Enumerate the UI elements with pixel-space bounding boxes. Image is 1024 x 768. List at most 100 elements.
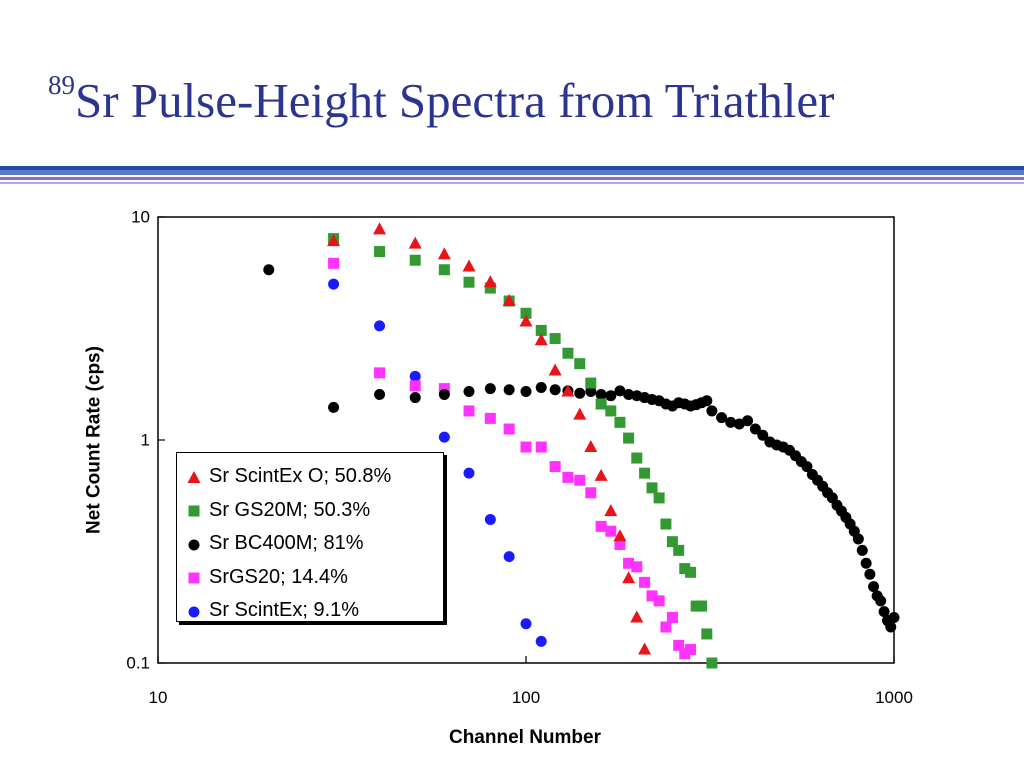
legend-item: SrGS20; 14.4% — [185, 561, 443, 595]
axis-ticks: 0.1 1 10 10 100 1000 — [126, 208, 913, 708]
data-point — [483, 275, 497, 288]
data-point — [595, 388, 607, 400]
data-point — [484, 282, 496, 294]
data-point — [594, 468, 608, 481]
data-point — [438, 264, 450, 276]
data-point — [584, 440, 598, 453]
data-point — [438, 431, 450, 443]
data-point — [374, 246, 386, 258]
data-point — [548, 363, 562, 376]
legend-item: Sr GS20M; 50.3% — [185, 494, 443, 528]
data-point — [742, 415, 754, 427]
legend-marker-shape — [188, 606, 200, 618]
data-point — [520, 386, 532, 398]
data-point — [519, 314, 533, 327]
data-point — [614, 385, 626, 397]
title-superscript: 89 — [48, 70, 75, 100]
data-point — [462, 259, 476, 272]
data-point — [638, 642, 652, 655]
data-point — [623, 388, 635, 400]
data-point — [463, 386, 475, 398]
data-point — [646, 590, 658, 602]
data-point — [327, 234, 341, 247]
data-point — [864, 568, 876, 580]
data-point — [852, 533, 864, 545]
data-point — [614, 416, 626, 428]
legend-marker-shape — [187, 470, 201, 483]
data-point — [696, 600, 708, 612]
data-point — [409, 370, 421, 382]
series-3 — [328, 257, 697, 660]
data-point — [463, 405, 475, 417]
data-point — [503, 423, 515, 435]
data-point — [409, 392, 421, 404]
x-axis-label: Channel Number — [449, 727, 602, 748]
data-point — [706, 405, 718, 417]
data-point — [520, 441, 532, 453]
title-rule-1 — [0, 166, 1024, 170]
data-point — [646, 482, 658, 494]
data-point — [706, 657, 718, 669]
data-point — [484, 412, 496, 424]
data-point — [409, 254, 421, 266]
data-point — [502, 294, 516, 307]
data-point — [409, 380, 421, 392]
data-point — [660, 518, 672, 530]
data-point — [685, 643, 697, 655]
data-point — [630, 610, 644, 623]
data-point — [463, 276, 475, 288]
data-point — [562, 471, 574, 483]
data-point — [585, 386, 597, 398]
data-point — [673, 544, 685, 556]
data-point — [595, 520, 607, 532]
data-point — [503, 384, 515, 396]
data-point — [263, 264, 275, 276]
data-point — [562, 347, 574, 359]
data-point — [757, 429, 769, 441]
data-point — [328, 278, 340, 290]
data-point — [613, 529, 627, 542]
data-point — [605, 405, 617, 417]
data-point — [374, 320, 386, 332]
data-point — [574, 358, 586, 370]
data-point — [484, 383, 496, 395]
data-point — [463, 467, 475, 479]
legend-label: Sr ScintEx; 9.1% — [209, 599, 360, 622]
data-point — [868, 581, 880, 593]
data-point — [373, 222, 387, 235]
chart-legend: Sr ScintEx O; 50.8% Sr GS20M; 50.3% Sr BC4… — [176, 452, 444, 622]
legend-label: Sr BC400M; 81% — [209, 532, 364, 555]
legend-label: Sr GS20M; 50.3% — [209, 498, 371, 521]
data-point — [685, 566, 697, 578]
data-point — [701, 628, 713, 640]
legend-marker — [185, 502, 203, 518]
data-point — [520, 307, 532, 319]
data-point — [585, 487, 597, 499]
data-point — [595, 398, 607, 410]
data-point — [653, 492, 665, 504]
data-point — [549, 384, 561, 396]
data-point — [614, 538, 626, 550]
series-2 — [263, 264, 900, 633]
data-point — [631, 561, 643, 573]
legend-marker — [185, 569, 203, 585]
data-point — [585, 377, 597, 389]
legend-label: SrGS20; 14.4% — [209, 565, 348, 588]
data-point — [573, 407, 587, 420]
x-tick-label: 1000 — [875, 688, 913, 707]
x-tick-label: 10 — [149, 688, 168, 707]
data-point — [534, 333, 548, 346]
data-point — [484, 514, 496, 526]
data-point — [438, 388, 450, 400]
data-point — [666, 611, 678, 623]
data-point — [673, 639, 685, 651]
data-point — [535, 324, 547, 336]
title-text: Sr Pulse-Height Spectra from Triathler — [75, 73, 835, 128]
legend-marker — [185, 469, 203, 485]
series-1 — [328, 233, 718, 669]
data-point — [860, 557, 872, 569]
data-point — [328, 401, 340, 413]
data-point — [374, 367, 386, 379]
data-point — [653, 595, 665, 607]
data-point — [328, 257, 340, 269]
